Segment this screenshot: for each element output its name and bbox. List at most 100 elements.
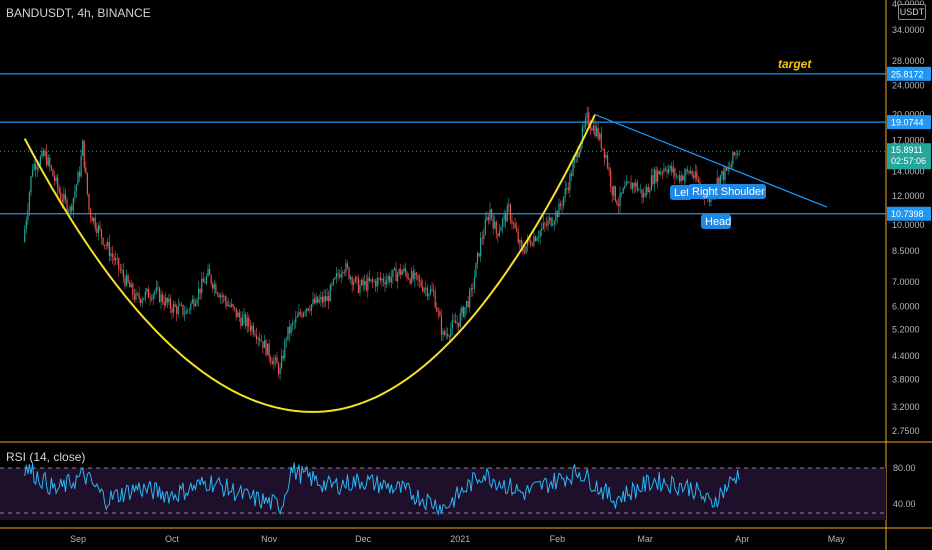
candle [517,225,519,245]
candle [318,294,320,304]
candle [273,354,275,370]
candle [290,323,292,337]
candle [608,162,610,176]
candle [595,122,598,138]
head-label[interactable]: Head [701,214,731,229]
candle [491,208,493,222]
candle [622,186,624,194]
candle [553,219,555,231]
candle [118,257,120,277]
candle [277,361,280,379]
candle [472,283,474,297]
candle [614,185,616,203]
candle [669,164,671,172]
rsi-line [24,462,740,517]
level-badge-label: 25.8172 [891,69,924,79]
target-label: target [778,57,812,71]
candle [697,175,699,183]
candle [146,287,148,295]
candle [732,151,734,171]
candle [332,278,334,287]
candle [461,305,463,321]
candle [346,260,349,270]
time-tick-label: Mar [637,534,653,544]
candle [138,286,140,304]
price-tick-label: 6.0000 [892,302,920,312]
candle [309,305,311,314]
candle [149,292,151,306]
candle [362,276,364,292]
candle [440,308,443,342]
candle [566,182,568,195]
candle [451,313,454,336]
candle [564,180,566,202]
candle [135,288,137,304]
candle [606,151,609,170]
candle [42,148,45,158]
candle [171,305,173,320]
candle [71,203,73,216]
candle [512,221,515,230]
candle [224,294,226,308]
candle [459,308,461,329]
candle [263,334,266,349]
candle [113,253,115,267]
candle [329,282,331,302]
candle [299,308,302,318]
candle [274,354,276,368]
rsi-pane: 80.00 40.00 [0,462,916,520]
candle [230,298,233,309]
candle [39,154,41,167]
candle [320,291,322,307]
candle [282,350,284,361]
candle [632,181,634,194]
candle [545,216,548,229]
level-badge-label: 19.0744 [891,118,924,128]
candle [729,161,731,173]
bar-countdown: 02:57:06 [891,156,926,166]
candle [115,250,117,265]
candle [28,190,31,217]
candle [154,289,156,300]
candle [209,263,211,276]
rsi-tick-label: 80.00 [893,463,916,473]
right-shoulder-label[interactable]: Right Shoulder [688,184,766,199]
candle [368,270,370,283]
candle [85,160,87,175]
candle [519,238,521,250]
candle [528,238,530,243]
candle [628,181,631,183]
candle [600,126,602,152]
candle [78,166,81,182]
candle [527,234,529,252]
rsi-tick-label: 40.00 [893,499,916,509]
candle [340,266,342,283]
time-tick-label: Feb [550,534,566,544]
candle [450,321,452,342]
candle [375,278,377,292]
price-tick-label: 24.0000 [892,80,925,90]
candle [467,295,469,309]
candle [342,270,344,279]
overlays [23,114,828,413]
candle [88,193,90,213]
rsi-indicator-label[interactable]: RSI (14, close) [6,450,86,464]
candle [586,106,588,126]
candle [33,159,35,172]
candle [201,271,203,300]
candle [636,179,638,193]
candle [350,275,352,284]
currency-badge[interactable]: USDT [898,4,926,20]
candle [279,362,281,381]
candle [633,181,635,195]
price-tick-label: 20.0000 [892,110,925,120]
candle [243,308,245,325]
candle [190,301,192,315]
candle [75,183,78,198]
candle [74,184,76,203]
candle [652,167,654,187]
candle [235,308,237,321]
candle [337,269,339,281]
candle [116,253,118,265]
